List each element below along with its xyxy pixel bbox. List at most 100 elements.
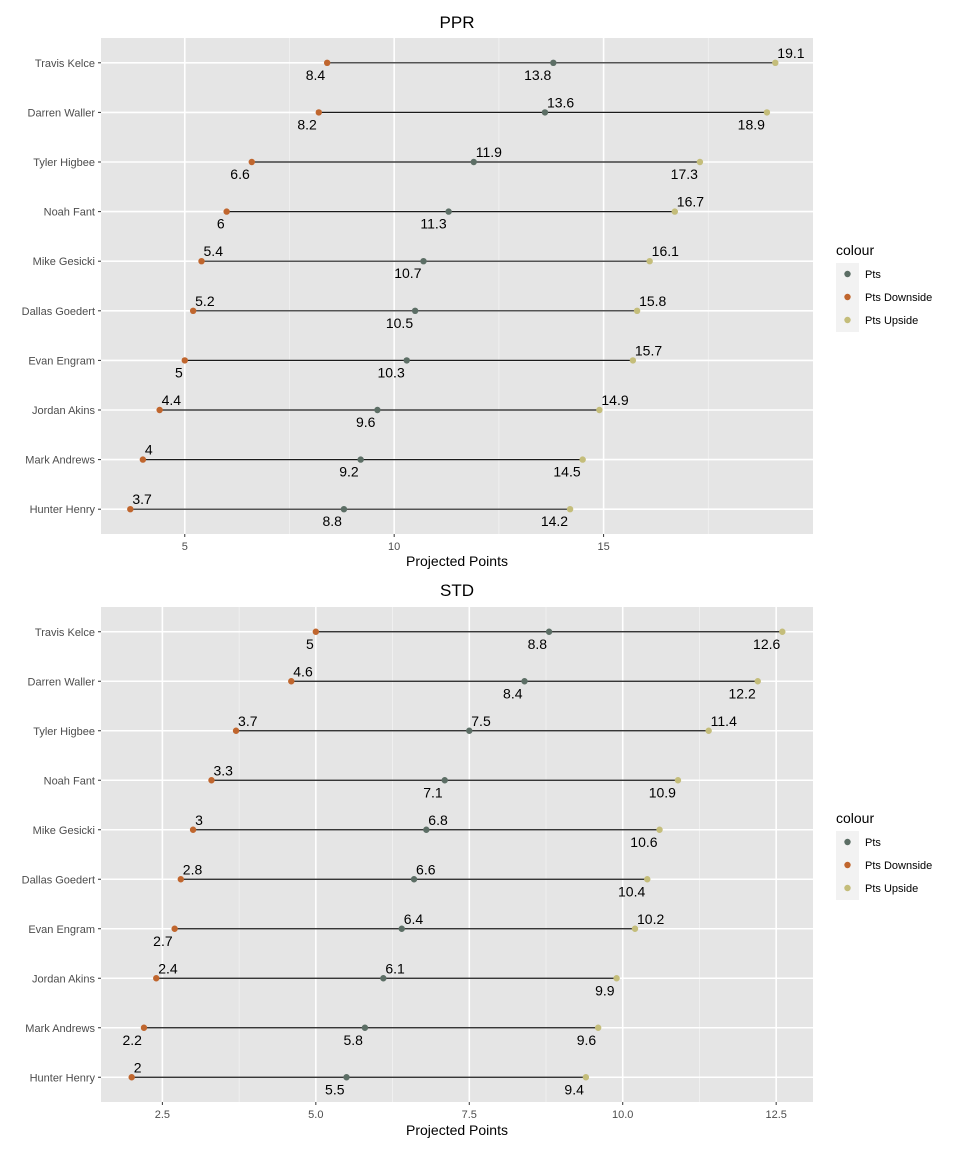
point-downside xyxy=(315,109,322,116)
point-pts xyxy=(410,876,418,883)
point-upside xyxy=(579,456,586,463)
point-pts xyxy=(420,258,427,265)
label-upside: 11.4 xyxy=(711,713,737,729)
point-upside xyxy=(644,876,651,883)
point-upside xyxy=(754,678,761,685)
point-upside xyxy=(582,1074,590,1081)
point-pts xyxy=(423,826,430,833)
point-upside xyxy=(631,925,639,932)
label-upside: 10.4 xyxy=(618,883,645,899)
point-upside xyxy=(772,59,779,66)
point-pts xyxy=(411,307,419,314)
label-pts: 11.9 xyxy=(476,144,502,160)
point-downside xyxy=(181,357,188,364)
label-upside: 10.6 xyxy=(630,834,657,850)
point-upside xyxy=(671,208,678,215)
label-pts: 13.6 xyxy=(547,94,574,110)
label-pts: 11.3 xyxy=(420,216,446,232)
point-upside xyxy=(613,975,620,982)
label-upside: 14.5 xyxy=(553,464,580,480)
legend-label: Pts xyxy=(865,837,881,849)
legend-key-pts-downside xyxy=(844,293,851,301)
point-pts xyxy=(357,456,364,463)
label-upside: 16.1 xyxy=(652,243,679,259)
x-axis-title: Projected Points xyxy=(406,1122,508,1138)
y-tick-label: Dallas Goedert xyxy=(22,306,95,318)
point-pts xyxy=(343,1074,350,1081)
label-upside: 18.9 xyxy=(738,116,765,132)
panel-std: 5 8.8 12.6 4.6 8.4 12.2 3.7 7.5 11.4 3.3 7.1 10.9 3 6… xyxy=(22,581,933,1138)
panel-title: STD xyxy=(440,581,474,600)
label-downside: 5.2 xyxy=(195,293,215,309)
legend-title: colour xyxy=(836,242,874,258)
panel-title: PPR xyxy=(440,13,475,32)
label-downside: 2.2 xyxy=(122,1032,142,1048)
y-tick-label: Hunter Henry xyxy=(30,504,96,516)
y-tick-label: Travis Kelce xyxy=(35,58,95,70)
point-pts xyxy=(470,158,477,166)
point-downside xyxy=(177,876,184,883)
legend-label: Pts Upside xyxy=(865,883,918,895)
label-downside: 4.4 xyxy=(162,392,182,408)
point-downside xyxy=(288,678,295,685)
legend-label: Pts Downside xyxy=(865,292,932,304)
point-downside xyxy=(127,506,134,513)
point-upside xyxy=(633,307,641,314)
y-tick-label: Noah Fant xyxy=(44,207,95,219)
label-upside: 12.6 xyxy=(753,636,780,652)
label-pts: 9.6 xyxy=(356,414,376,430)
point-pts xyxy=(545,628,553,635)
label-pts: 6.8 xyxy=(428,812,448,828)
y-tick-label: Evan Engram xyxy=(28,355,95,367)
point-downside xyxy=(189,826,197,833)
x-tick-label: 2.5 xyxy=(155,1109,170,1121)
legend-key-pts-downside xyxy=(844,861,851,869)
point-downside xyxy=(171,925,178,932)
label-upside: 12.2 xyxy=(729,685,756,701)
y-tick-label: Jordan Akins xyxy=(32,973,95,985)
point-upside xyxy=(763,109,771,116)
label-upside: 17.3 xyxy=(671,166,698,182)
label-downside: 5.4 xyxy=(204,243,224,259)
legend: colour Pts Pts Downside Pts Upside xyxy=(836,810,932,900)
point-upside xyxy=(596,406,603,414)
y-tick-label: Darren Waller xyxy=(28,107,96,119)
x-tick-label: 15 xyxy=(597,541,609,553)
label-downside: 6.6 xyxy=(230,166,250,182)
point-pts xyxy=(466,727,473,734)
point-pts xyxy=(403,357,410,364)
legend-label: Pts Upside xyxy=(865,315,918,327)
label-pts: 9.2 xyxy=(339,464,359,480)
y-tick-label: Travis Kelce xyxy=(35,627,95,639)
label-pts: 7.1 xyxy=(423,784,443,800)
x-tick-label: 10.0 xyxy=(612,1109,633,1121)
x-tick-label: 7.5 xyxy=(462,1109,477,1121)
point-upside xyxy=(674,777,682,784)
label-pts: 6.1 xyxy=(385,960,405,976)
y-tick-label: Darren Waller xyxy=(28,676,96,688)
point-upside xyxy=(705,727,712,734)
point-downside xyxy=(232,727,240,734)
x-tick-label: 5 xyxy=(182,541,188,553)
x-axis-title: Projected Points xyxy=(406,553,508,569)
point-upside xyxy=(696,158,704,166)
point-downside xyxy=(139,456,147,463)
point-downside xyxy=(323,59,331,66)
point-downside xyxy=(153,975,160,982)
point-upside xyxy=(566,506,574,513)
label-upside: 14.2 xyxy=(541,513,568,529)
point-pts xyxy=(550,59,557,66)
label-downside: 2.8 xyxy=(183,861,203,877)
label-downside: 2.4 xyxy=(158,960,178,976)
y-tick-label: Mike Gesicki xyxy=(33,825,95,837)
y-tick-label: Tyler Higbee xyxy=(33,726,95,738)
panel-ppr: 8.4 13.8 19.1 8.2 13.6 18.9 6.6 11.9 17.3 6 11.3 16… xyxy=(22,13,933,569)
point-pts xyxy=(445,208,452,215)
label-downside: 5 xyxy=(306,636,314,652)
label-downside: 4 xyxy=(145,442,153,458)
label-downside: 8.2 xyxy=(297,116,317,132)
y-tick-label: Mike Gesicki xyxy=(33,256,95,268)
label-pts: 10.7 xyxy=(394,265,421,281)
point-upside xyxy=(594,1024,602,1031)
